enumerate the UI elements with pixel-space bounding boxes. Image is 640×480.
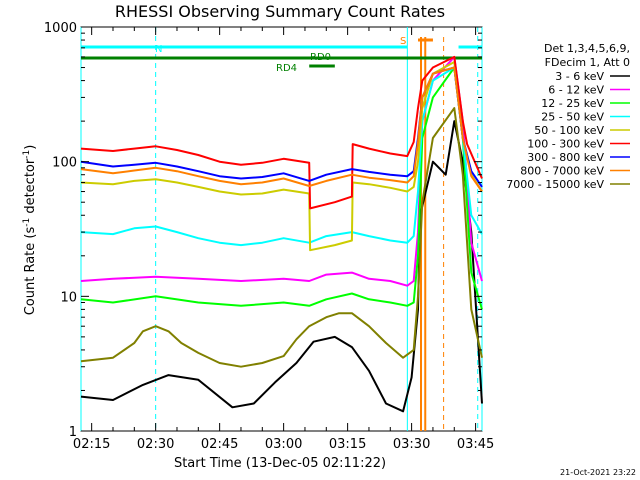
series-line [80, 55, 483, 287]
y-tick-label: 10 [60, 290, 77, 305]
timestamp: 21-Oct-2021 23:22 [560, 468, 636, 477]
legend-label: 300 - 800 keV [527, 151, 604, 164]
y-tick-label: 1000 [44, 21, 77, 36]
x-tick-label: 03:00 [265, 437, 302, 452]
y-tick-label: 100 [52, 156, 77, 171]
series-line [80, 55, 483, 210]
legend: Det 1,3,4,5,6,9, FDecim 1, Att 0 3 - 6 k… [506, 42, 630, 191]
y-axis-label-sup2: -1 [22, 150, 32, 159]
legend-label: 12 - 25 keV [541, 97, 604, 110]
x-tick-label: 03:15 [329, 437, 366, 452]
ticks-layer: 1 10 100 1000 02:15 02:30 02:45 03:00 03:15 03:30… [44, 21, 494, 452]
series-line [80, 120, 483, 413]
x-tick-label: 03:45 [457, 437, 494, 452]
y-axis-label: Count Rate (s-1 detector-1) [22, 145, 38, 316]
x-tick-label: 03:30 [393, 437, 430, 452]
legend-label: 7000 - 15000 keV [506, 178, 604, 191]
x-tick-label: 02:15 [73, 437, 110, 452]
annotation-n: N [155, 44, 162, 55]
legend-label: 3 - 6 keV [555, 70, 604, 83]
x-tick-label: 02:45 [201, 437, 238, 452]
y-axis-label-sup1: -1 [22, 218, 32, 227]
series-line [80, 107, 483, 368]
x-axis-label: Start Time (13-Dec-05 02:11:22) [174, 456, 386, 471]
x-tick-label: 02:30 [137, 437, 174, 452]
chart-title: RHESSI Observing Summary Count Rates [115, 2, 445, 21]
y-axis-label-main: Count Rate (s [23, 227, 38, 316]
legend-label: 6 - 12 keV [548, 84, 604, 97]
y-axis-label-end: ) [23, 145, 38, 150]
legend-label: 50 - 100 keV [534, 124, 604, 137]
annotation-s: S [400, 36, 406, 47]
series-line [80, 66, 483, 193]
legend-header-1: Det 1,3,4,5,6,9, [544, 42, 630, 55]
series-line [80, 66, 483, 247]
y-tick-label: 1 [69, 425, 77, 440]
legend-label: 800 - 7000 keV [520, 165, 604, 178]
legend-header-2: FDecim 1, Att 0 [545, 56, 630, 69]
status-bars-layer [80, 27, 483, 431]
legend-label: 25 - 50 keV [541, 111, 604, 124]
legend-label: 100 - 300 keV [527, 138, 604, 151]
annotation-rd4: RD4 [276, 63, 297, 74]
y-axis-label-mid: detector [23, 158, 38, 218]
series-line [80, 66, 483, 310]
annotation-rd0: RD0 [310, 52, 331, 63]
series-layer [80, 55, 483, 413]
